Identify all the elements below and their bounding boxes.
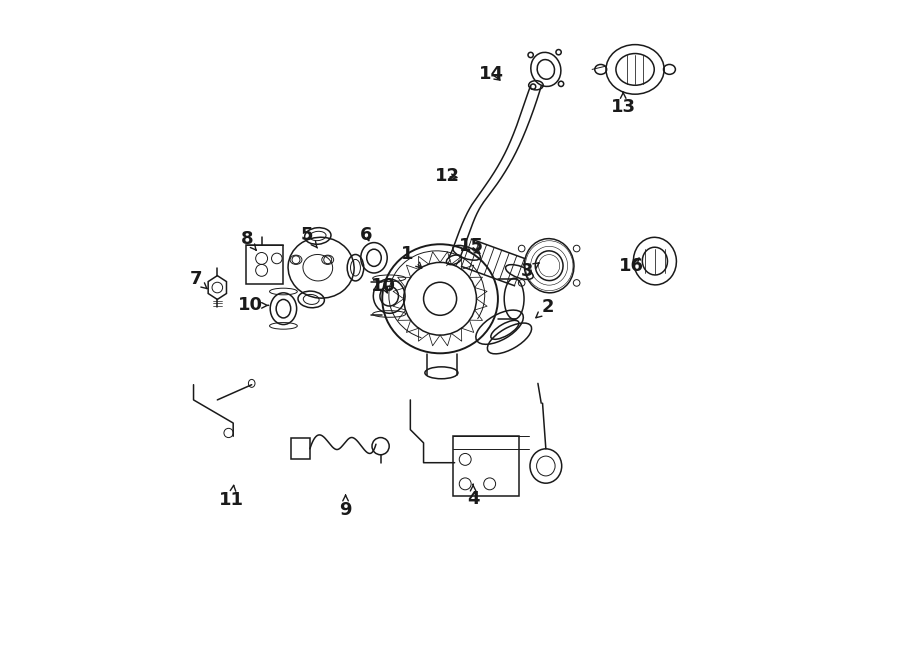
Text: 4: 4 (467, 485, 480, 508)
Text: 10: 10 (372, 276, 396, 295)
Text: 16: 16 (618, 256, 644, 275)
Text: 2: 2 (536, 298, 554, 318)
Text: 3: 3 (521, 262, 539, 280)
Text: 6: 6 (360, 225, 373, 244)
Bar (247, 245, 283, 284)
Bar (454, 436, 519, 496)
Text: 15: 15 (459, 237, 483, 255)
Text: 13: 13 (611, 93, 635, 116)
Text: 11: 11 (220, 485, 245, 510)
Text: 10: 10 (238, 296, 268, 315)
Text: 8: 8 (241, 230, 256, 251)
Text: 7: 7 (189, 270, 207, 289)
Text: 14: 14 (479, 65, 504, 83)
Text: 9: 9 (339, 495, 352, 520)
Text: 5: 5 (301, 225, 318, 248)
Bar (292, 438, 310, 459)
Text: 1: 1 (400, 245, 422, 268)
Text: 12: 12 (435, 167, 460, 186)
